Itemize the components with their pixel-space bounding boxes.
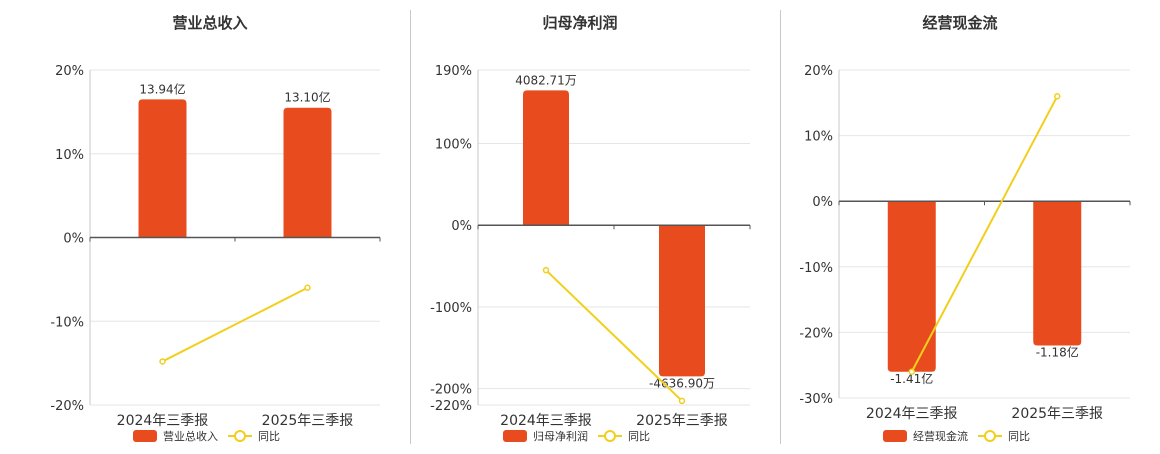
- yoy-point: [908, 368, 915, 376]
- bar: [887, 201, 936, 372]
- x-category-label: 2024年三季报: [500, 413, 592, 429]
- legend-bar-swatch: [883, 430, 907, 442]
- y-tick-label: -10%: [799, 261, 833, 276]
- y-tick-label: -200%: [430, 383, 472, 398]
- yoy-point: [678, 397, 686, 405]
- bar-data-label: -4636.90万: [649, 376, 715, 390]
- bar-data-label: -1.41亿: [890, 371, 933, 386]
- legend-label-bar: 营业总收入: [163, 429, 218, 443]
- legend-line-marker: [604, 430, 616, 442]
- legend-bar-swatch: [133, 430, 157, 442]
- chart-panel-cash-flow: 经营现金流 20% 10% 0% -10% -20% -30% -1.41亿 -1.18亿 202…: [781, 0, 1160, 450]
- y-tick-label: 10%: [804, 130, 833, 145]
- yoy-line: [162, 286, 308, 363]
- chart-cash-flow: 经营现金流 20% 10% 0% -10% -20% -30% -1.41亿 -1.18亿 202…: [799, 14, 1131, 443]
- bar-data-label: 13.94亿: [139, 81, 185, 96]
- yoy-line: [545, 269, 683, 402]
- bar: [283, 107, 332, 238]
- chart-body: 营业总收入 20% 10% 0% -10% -20% 13.94亿 13.10亿 2024年三季…: [50, 14, 381, 443]
- legend-bar-swatch: [503, 430, 527, 442]
- chart-panel-net-profit: 归母净利润 190% 100% 0% -100% -200% -220% 4082.71万 -4…: [411, 0, 780, 450]
- y-tick-label: -10%: [50, 315, 84, 330]
- yoy-point: [1054, 92, 1061, 100]
- x-category-label: 2025年三季报: [262, 413, 354, 429]
- y-tick-label: 190%: [435, 64, 472, 79]
- bar: [523, 90, 569, 226]
- panel-divider: [780, 10, 781, 444]
- chart-body: 归母净利润 190% 100% 0% -100% -200%-220% 4082.71万 -4…: [430, 14, 751, 443]
- chart-title: 营业总收入: [172, 14, 247, 32]
- legend-label-line: 同比: [258, 430, 280, 443]
- bar: [138, 99, 187, 238]
- y-tick-label: -20%: [50, 399, 84, 414]
- bar: [1033, 201, 1082, 346]
- y-tick-label: 20%: [55, 64, 84, 79]
- legend-line-marker: [984, 430, 996, 442]
- legend-label-bar: 经营现金流: [913, 429, 968, 443]
- x-category-label: 2024年三季报: [866, 406, 958, 422]
- x-category-label: 2025年三季报: [1011, 406, 1103, 422]
- yoy-line: [910, 95, 1059, 373]
- panel-divider: [410, 10, 411, 444]
- yoy-point: [304, 284, 311, 291]
- x-category-label: 2025年三季报: [636, 413, 728, 429]
- y-tick-label: 100%: [435, 138, 472, 153]
- chart-panel-revenue: 营业总收入 20% 10% 0% -10% -20% 13.94亿 13.10亿 2024年三季…: [0, 0, 410, 450]
- chart-body: 经营现金流 20% 10% 0% -10% -20% -30% -1.41亿 -1.18亿 202…: [799, 14, 1131, 443]
- chart-revenue: 营业总收入 20% 10% 0% -10% -20% 13.94亿 13.10亿 2024年三季…: [50, 14, 381, 443]
- bar-data-label: -1.18亿: [1036, 345, 1079, 360]
- chart-net-profit: 归母净利润 190% 100% 0% -100% -200%-220% 4082.71万 -4…: [430, 14, 751, 443]
- y-tick-label: -100%: [430, 301, 472, 316]
- yoy-point: [159, 358, 166, 365]
- y-tick-label: 10%: [55, 148, 84, 163]
- legend-label-line: 同比: [628, 430, 650, 443]
- bar-data-label: 13.10亿: [284, 90, 330, 105]
- y-tick-label: -220%: [430, 399, 472, 414]
- y-tick-label: -30%: [799, 392, 833, 407]
- y-tick-label: 0%: [451, 219, 472, 234]
- chart-title: 经营现金流: [922, 14, 997, 32]
- legend-line-marker: [234, 430, 246, 442]
- x-category-label: 2024年三季报: [117, 413, 209, 429]
- legend-label-bar: 归母净利润: [533, 429, 588, 443]
- bar-data-label: 4082.71万: [515, 73, 577, 87]
- y-tick-label: 20%: [804, 64, 833, 79]
- y-tick-label: 0%: [812, 195, 833, 210]
- bar: [659, 225, 705, 377]
- y-tick-label: 0%: [63, 232, 84, 247]
- legend-label-line: 同比: [1008, 430, 1030, 443]
- yoy-point: [542, 266, 550, 274]
- y-tick-label: -20%: [799, 326, 833, 341]
- chart-title: 归母净利润: [542, 14, 617, 32]
